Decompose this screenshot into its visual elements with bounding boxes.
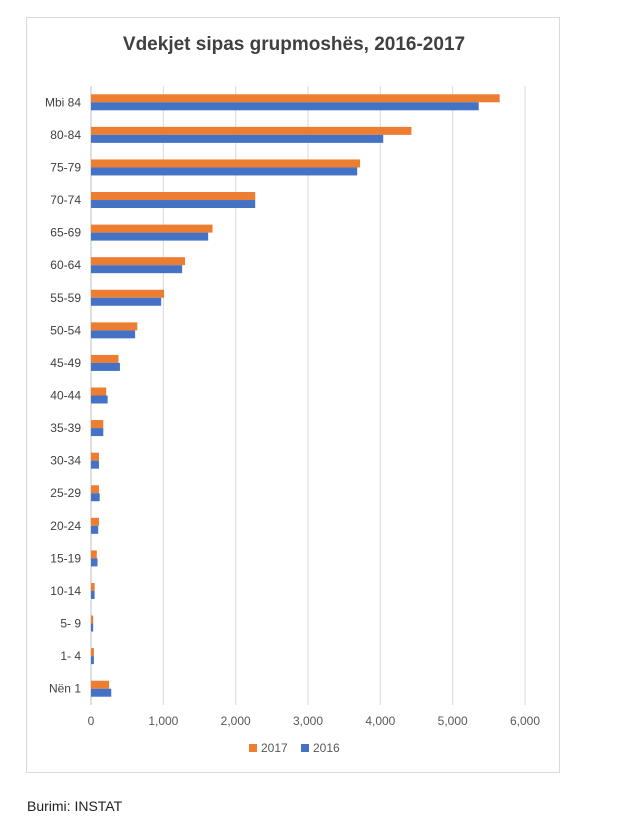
bar-2016-55-59 bbox=[91, 297, 162, 306]
bar-2017-80-84 bbox=[91, 126, 412, 135]
y-category-label: 70-74 bbox=[50, 193, 81, 207]
bar-2016-45-49 bbox=[91, 362, 120, 371]
bar-2017-15-19 bbox=[91, 550, 97, 559]
bar-2017-25-29 bbox=[91, 485, 99, 494]
bar-2016-35-39 bbox=[91, 428, 104, 437]
y-category-label: 35-39 bbox=[50, 421, 81, 435]
bar-2016-80-84 bbox=[91, 134, 384, 143]
bar-2016-30-34 bbox=[91, 460, 99, 469]
bar-2016-70-74 bbox=[91, 200, 256, 209]
y-category-label: 80-84 bbox=[50, 128, 81, 142]
y-category-label: 15-19 bbox=[50, 551, 81, 565]
bar-2016-1-4 bbox=[91, 656, 94, 665]
bar-2017-65-69 bbox=[91, 224, 213, 233]
bar-2017-Nën1 bbox=[91, 680, 110, 689]
bar-2016-75-79 bbox=[91, 167, 358, 176]
bar-2017-45-49 bbox=[91, 354, 119, 363]
bar-2017-60-64 bbox=[91, 257, 186, 266]
y-category-label: 30-34 bbox=[50, 454, 81, 468]
bar-2017-75-79 bbox=[91, 159, 361, 168]
bar-2017-50-54 bbox=[91, 322, 138, 331]
bar-2016-60-64 bbox=[91, 265, 183, 274]
chart-title: Vdekjet sipas grupmoshës, 2016-2017 bbox=[122, 34, 466, 55]
bar-2016-25-29 bbox=[91, 493, 100, 502]
x-tick-label: 4,000 bbox=[365, 714, 395, 728]
y-category-label: 55-59 bbox=[50, 291, 81, 305]
y-category-label: 20-24 bbox=[50, 519, 81, 533]
y-category-label: 5- 9 bbox=[60, 617, 81, 631]
bar-2016-5-9 bbox=[91, 623, 94, 632]
y-category-label: 10-14 bbox=[50, 584, 81, 598]
bar-2017-35-39 bbox=[91, 420, 104, 429]
y-category-label: 50-54 bbox=[50, 323, 81, 337]
bar-2017-55-59 bbox=[91, 289, 165, 298]
legend-label-2016: 2016 bbox=[313, 741, 340, 755]
bar-2017-30-34 bbox=[91, 452, 99, 461]
legend-swatch-2017 bbox=[249, 744, 257, 752]
bar-2017-40-44 bbox=[91, 387, 107, 396]
x-tick-label: 3,000 bbox=[293, 714, 323, 728]
bar-2016-10-14 bbox=[91, 590, 95, 599]
bar-2016-40-44 bbox=[91, 395, 108, 404]
y-category-label: 60-64 bbox=[50, 258, 81, 272]
legend-label-2017: 2017 bbox=[261, 741, 288, 755]
bar-2016-65-69 bbox=[91, 232, 209, 241]
bar-2017-1-4 bbox=[91, 648, 94, 657]
bar-2017-20-24 bbox=[91, 517, 99, 526]
bar-2017-70-74 bbox=[91, 192, 256, 201]
bar-2016-Nën1 bbox=[91, 688, 112, 697]
bar-2016-15-19 bbox=[91, 558, 98, 567]
bar-2017-10-14 bbox=[91, 582, 95, 591]
x-tick-label: 1,000 bbox=[148, 714, 178, 728]
x-tick-label: 2,000 bbox=[221, 714, 251, 728]
bar-2016-Mbi84 bbox=[91, 102, 479, 111]
y-category-label: 25-29 bbox=[50, 486, 81, 500]
source-note: Burimi: INSTAT bbox=[27, 798, 123, 814]
x-tick-label: 5,000 bbox=[438, 714, 468, 728]
bar-2016-50-54 bbox=[91, 330, 136, 339]
chart-frame: Vdekjet sipas grupmoshës, 2016-2017 0 1,0… bbox=[26, 17, 560, 773]
y-category-label: Nën 1 bbox=[49, 682, 81, 696]
bar-chart: 0 1,000 2,000 3,000 4,000 5,000 6,000 Mbi 84 80-… bbox=[45, 86, 540, 755]
y-category-label: 45-49 bbox=[50, 356, 81, 370]
y-category-label: 1- 4 bbox=[60, 649, 81, 663]
bar-2016-20-24 bbox=[91, 525, 99, 534]
x-tick-label: 6,000 bbox=[510, 714, 540, 728]
bar-2017-Mbi84 bbox=[91, 94, 500, 103]
y-category-label: Mbi 84 bbox=[45, 95, 81, 109]
legend-swatch-2016 bbox=[301, 744, 309, 752]
y-category-label: 65-69 bbox=[50, 226, 81, 240]
y-category-label: 75-79 bbox=[50, 160, 81, 174]
bar-2017-5-9 bbox=[91, 615, 94, 624]
y-category-label: 40-44 bbox=[50, 389, 81, 403]
x-tick-label: 0 bbox=[88, 714, 95, 728]
